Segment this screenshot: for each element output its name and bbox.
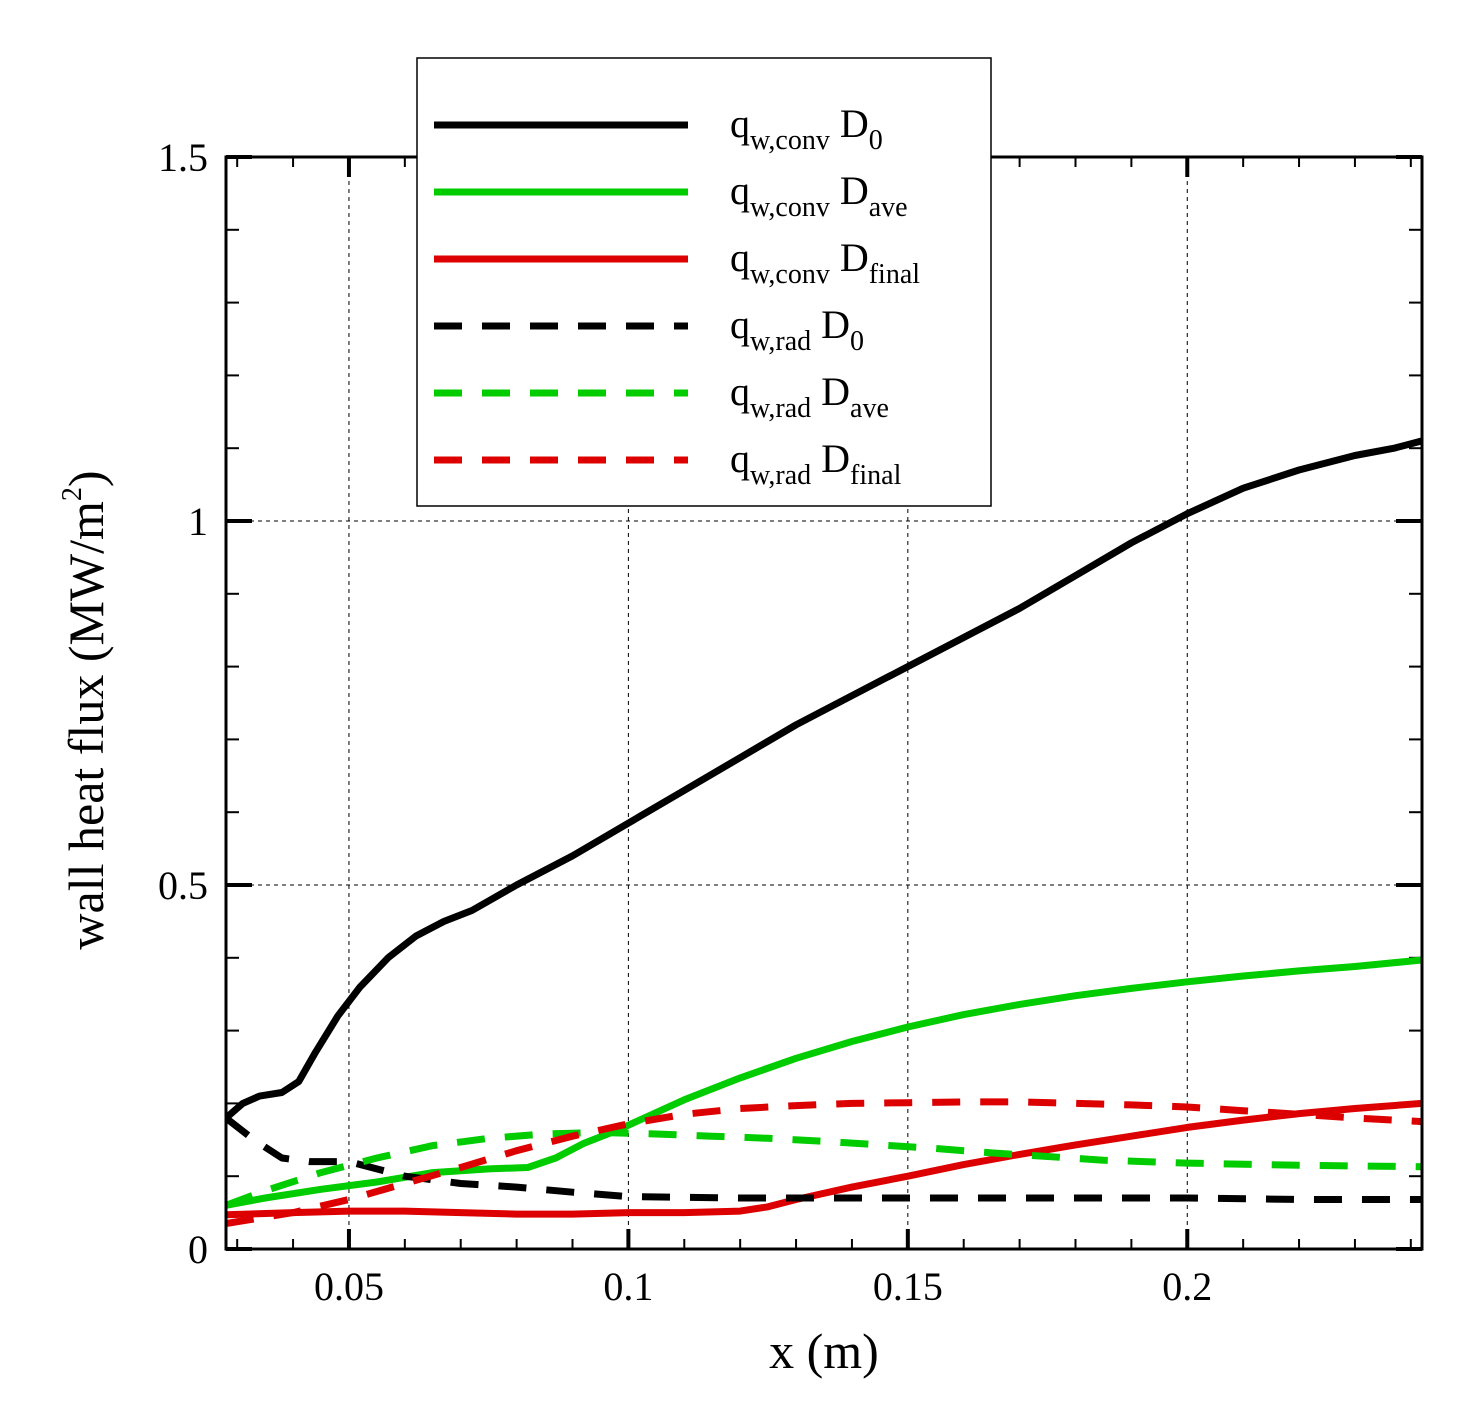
y-tick-labels: 0 0.5 1 1.5 — [158, 135, 208, 1272]
legend-label-3: qw,conv Dfinal — [730, 235, 920, 290]
legend-subscript: w,rad — [750, 326, 811, 357]
series-line-6 — [226, 1098, 1422, 1227]
legend-main-text: q — [730, 235, 750, 280]
legend-subscript: w,rad — [750, 393, 811, 424]
y-axis-title: wall heat flux (MW/m2) — [57, 470, 114, 949]
y-tick-label: 1.5 — [158, 135, 208, 180]
grid-lines — [226, 157, 1422, 1249]
x-axis-title: x (m) — [769, 1323, 879, 1379]
legend-main-text: q — [730, 369, 750, 414]
legend-subscript: w,conv — [750, 259, 830, 290]
legend-subscript: ave — [850, 393, 889, 424]
legend-subscript: ave — [869, 192, 908, 223]
x-tick-label: 0.2 — [1162, 1264, 1212, 1309]
legend-subscript: final — [869, 259, 921, 290]
legend-label-2: qw,conv Dave — [730, 168, 908, 223]
series-line-4 — [226, 1115, 1422, 1203]
x-tick-label: 0.15 — [873, 1264, 943, 1309]
y-axis-title-tail: ) — [58, 470, 114, 487]
series-line-1 — [226, 437, 1422, 1121]
x-tick-label: 0.1 — [603, 1264, 653, 1309]
legend-label-6: qw,rad Dfinal — [730, 436, 902, 491]
legend-subscript: w,conv — [750, 125, 830, 156]
y-tick-label: 0 — [188, 1227, 208, 1272]
legend-label-1: qw,conv D0 — [730, 101, 883, 156]
legend-main-text: D — [811, 302, 850, 347]
legend-main-text: q — [730, 436, 750, 481]
legend-box — [416, 57, 992, 507]
legend-main-text: q — [730, 168, 750, 213]
series-line-2 — [226, 956, 1422, 1209]
legend-subscript: w,conv — [750, 192, 830, 223]
legend-subscript: w,rad — [750, 460, 811, 491]
legend-main-text: D — [811, 436, 850, 481]
series-lines — [226, 437, 1422, 1227]
y-tick-label: 1 — [188, 499, 208, 544]
legend-main-text: D — [830, 168, 869, 213]
legend-label-4: qw,rad D0 — [730, 302, 864, 357]
legend-label-5: qw,rad Dave — [730, 369, 889, 424]
legend-main-text: D — [811, 369, 850, 414]
x-tick-labels: 0.05 0.1 0.15 0.2 — [314, 1264, 1212, 1309]
legend-subscript: 0 — [869, 125, 883, 156]
legend-subscript: 0 — [850, 326, 864, 357]
x-tick-label: 0.05 — [314, 1264, 384, 1309]
series-line-5 — [226, 1129, 1422, 1209]
legend-main-text: D — [830, 101, 869, 146]
y-axis-title-sup: 2 — [57, 487, 88, 501]
legend-main-text: q — [730, 101, 750, 146]
legend-main-text: D — [830, 235, 869, 280]
legend-main-text: q — [730, 302, 750, 347]
y-axis-title-main: wall heat flux (MW/m — [58, 501, 114, 950]
y-tick-label: 0.5 — [158, 863, 208, 908]
legend-subscript: final — [850, 460, 902, 491]
